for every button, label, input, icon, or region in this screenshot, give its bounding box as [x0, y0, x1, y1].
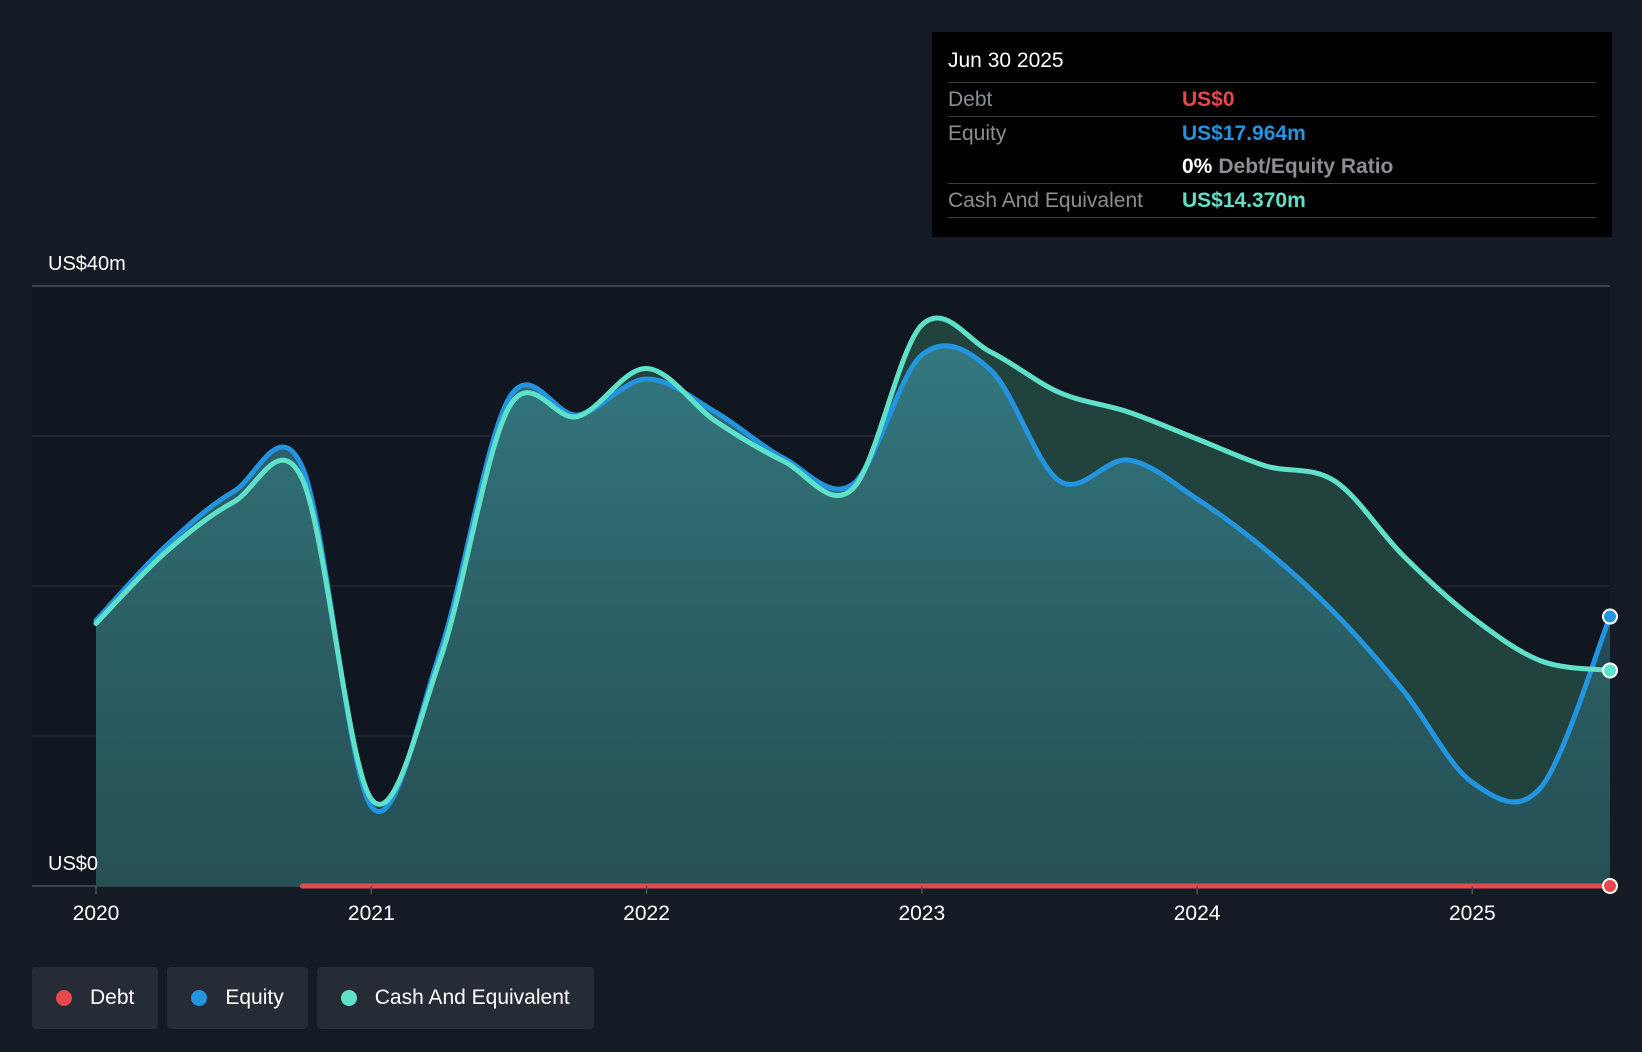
tooltip-ratio-label: Debt/Equity Ratio — [1218, 154, 1394, 178]
tooltip-ratio-row: 0% Debt/Equity Ratio — [948, 150, 1596, 183]
equity-area-fill — [96, 345, 1610, 886]
y-tick-label-top: US$40m — [48, 253, 126, 275]
x-tick-label: 2022 — [623, 902, 670, 925]
cash-end-marker — [1602, 662, 1618, 679]
tooltip-debt-value: US$0 — [1182, 87, 1235, 111]
x-tick-label: 2023 — [898, 902, 945, 925]
tooltip-cash-value: US$14.370m — [1182, 188, 1306, 212]
legend: Debt Equity Cash And Equivalent — [32, 967, 594, 1029]
tooltip-debt-row: Debt US$0 — [948, 82, 1596, 116]
tooltip-cash-row: Cash And Equivalent US$14.370m — [948, 183, 1596, 218]
legend-item-cash[interactable]: Cash And Equivalent — [316, 967, 594, 1029]
legend-label-equity: Equity — [225, 986, 284, 1009]
debt-end-marker — [1602, 878, 1618, 894]
cash-line — [93, 315, 1613, 807]
tooltip-equity-row: Equity US$17.964m — [948, 116, 1596, 150]
legend-item-debt[interactable]: Debt — [32, 967, 159, 1029]
tooltip-equity-value: US$17.964m — [1182, 121, 1306, 145]
debt-dot-icon — [56, 990, 72, 1006]
x-tick-label: 2025 — [1449, 902, 1496, 925]
tooltip-ratio-value: 0% — [1182, 154, 1213, 178]
tooltip-cash-label: Cash And Equivalent — [948, 188, 1143, 212]
x-tick-label: 2021 — [348, 902, 395, 925]
equity-end-marker — [1602, 608, 1618, 625]
cash-dot-icon — [340, 990, 357, 1006]
equity-dot-icon — [191, 990, 208, 1006]
legend-item-equity[interactable]: Equity — [167, 967, 308, 1029]
legend-label-debt: Debt — [90, 986, 135, 1009]
tooltip: Jun 30 2025 Debt US$0 Equity US$17.964m … — [932, 32, 1612, 237]
tooltip-equity-label: Equity — [948, 121, 1007, 145]
y-tick-label-bottom: US$0 — [48, 853, 98, 875]
x-tick-label: 2024 — [1174, 902, 1221, 925]
legend-label-cash: Cash And Equivalent — [374, 986, 570, 1009]
tooltip-date: Jun 30 2025 — [948, 49, 1064, 72]
tooltip-debt-label: Debt — [948, 87, 993, 111]
x-tick-label: 2020 — [73, 902, 120, 925]
